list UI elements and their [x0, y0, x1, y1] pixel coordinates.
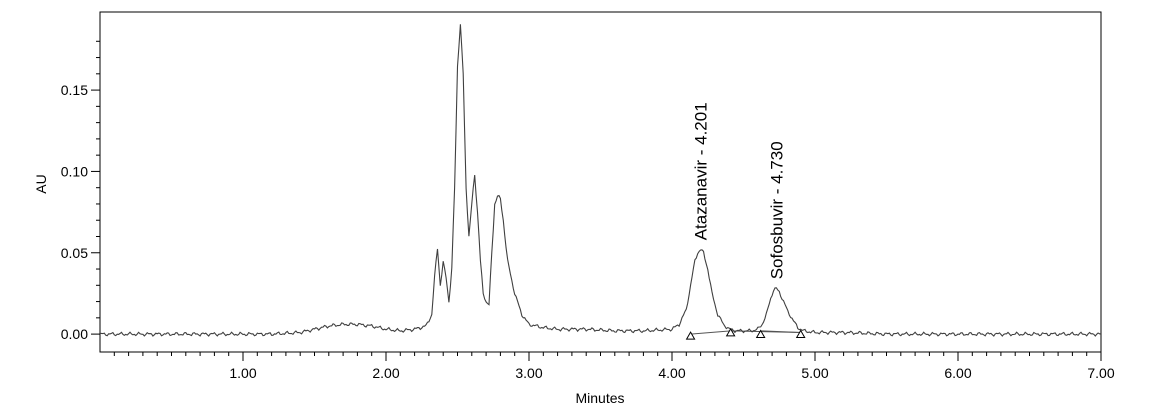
y-axis: 0.00 0.05 0.10 0.15: [61, 40, 100, 342]
integration-baseline: [690, 330, 731, 335]
y-tick-label: 0.05: [61, 245, 88, 261]
chromatogram-trace: [99, 24, 1102, 337]
integration-marker: [795, 329, 806, 338]
x-tick-label: 3.00: [515, 365, 542, 381]
x-axis-title: Minutes: [575, 390, 624, 406]
y-axis-title: AU: [33, 174, 49, 193]
x-axis: 1.00 2.00 3.00 4.00 5.00 6.00 7.00: [113, 352, 1115, 381]
peak-label: Sofosbuvir - 4.730: [767, 141, 786, 279]
peak-annotations: Atazanavir - 4.201 Sofosbuvir - 4.730: [692, 102, 787, 279]
peak-label: Atazanavir - 4.201: [692, 102, 711, 240]
plot-frame: [99, 11, 1102, 353]
integration-markers: [685, 327, 806, 340]
chromatogram-line: [99, 24, 1102, 337]
x-tick-label: 5.00: [801, 365, 828, 381]
integration-marker: [755, 329, 766, 338]
x-tick-label: 1.00: [229, 365, 256, 381]
x-tick-label: 4.00: [658, 365, 685, 381]
x-tick-label: 2.00: [372, 365, 399, 381]
x-tick-label: 7.00: [1087, 365, 1114, 381]
integration-marker: [725, 327, 736, 337]
integration-marker: [685, 331, 696, 340]
y-tick-label: 0.15: [61, 82, 88, 98]
y-tick-label: 0.10: [61, 163, 88, 179]
y-tick-label: 0.00: [61, 326, 88, 342]
x-tick-label: 6.00: [944, 365, 971, 381]
